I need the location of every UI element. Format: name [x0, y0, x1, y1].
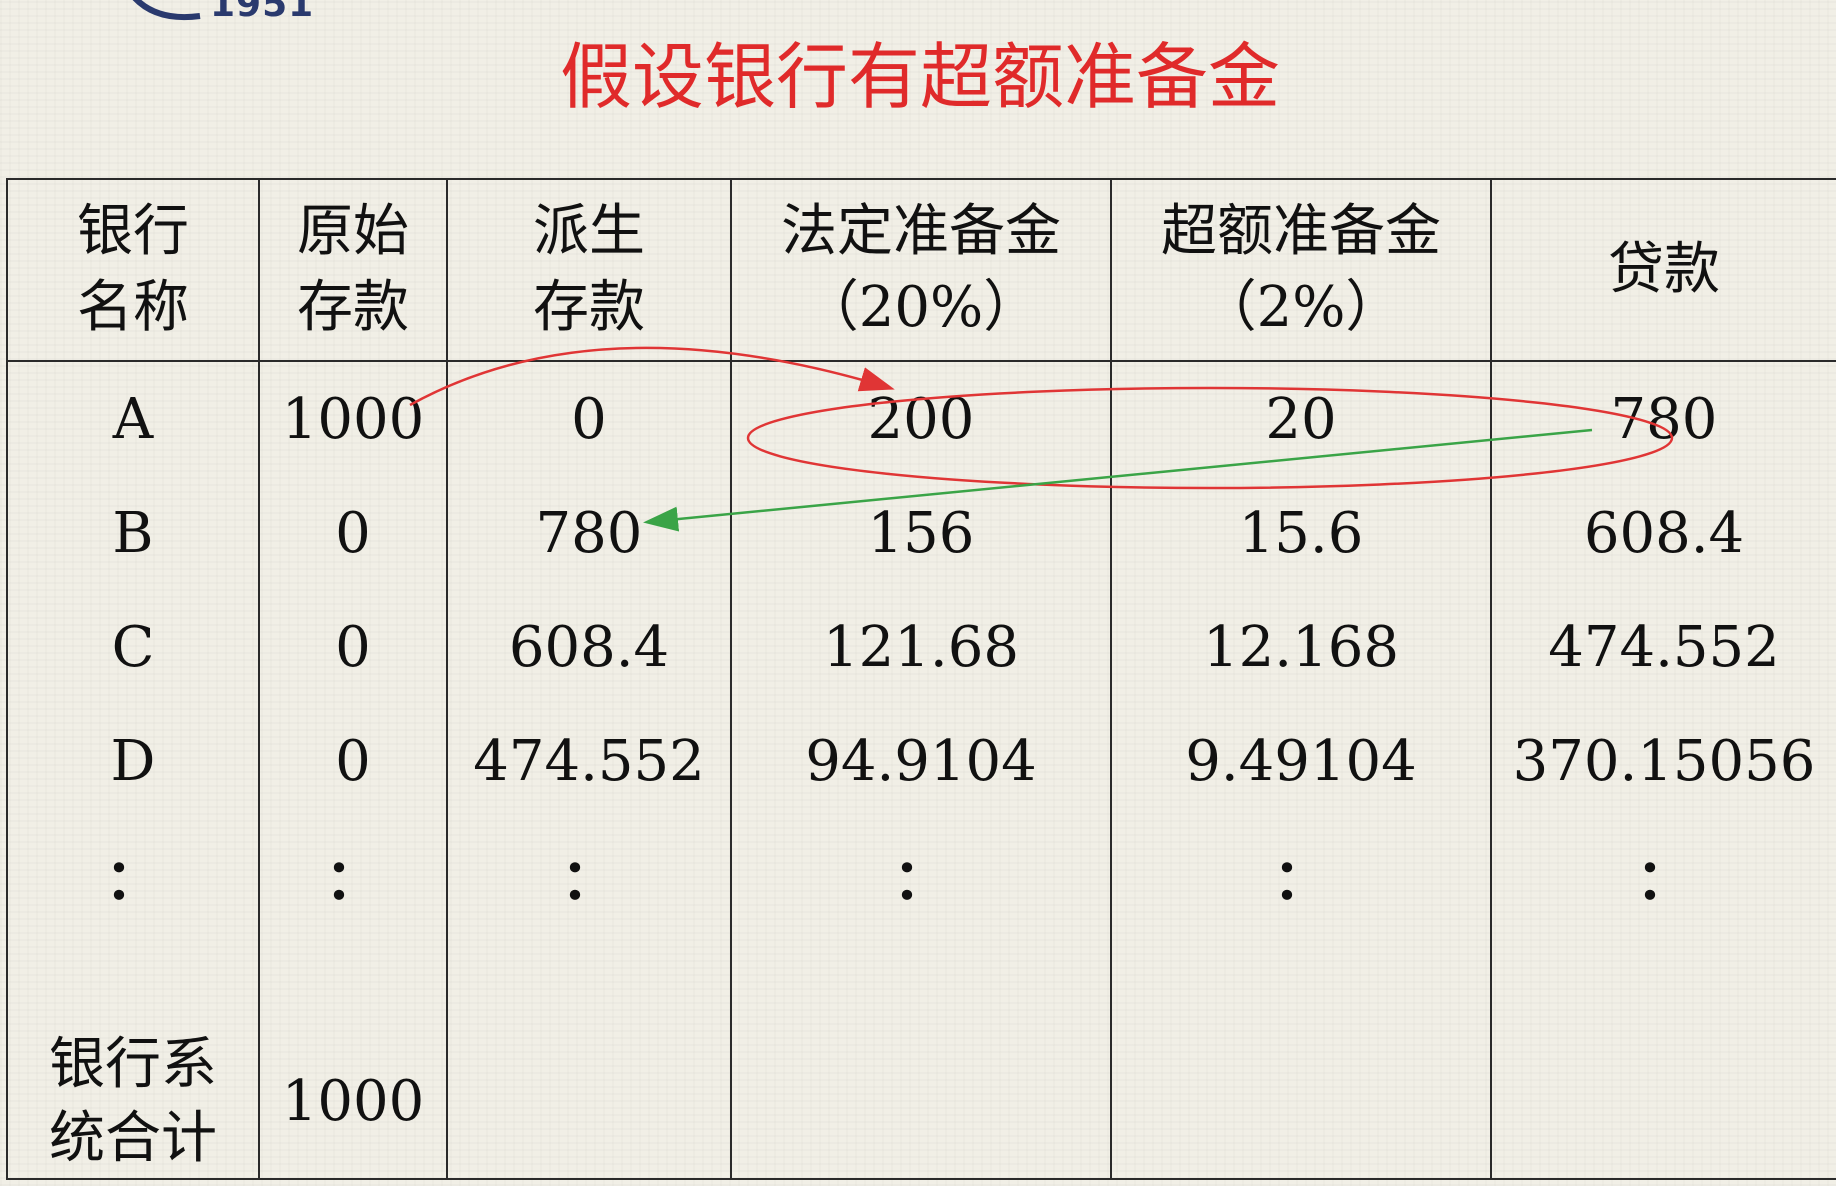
table-row-spacer	[6, 933, 1836, 1026]
cell-original-deposit: 0	[258, 704, 448, 819]
cell-original-deposit: 0	[258, 476, 448, 591]
cell-loans: 780	[1490, 361, 1836, 477]
table-row: A 1000 0 200 20 780	[6, 361, 1836, 477]
table-row-total: 银行系 统合计 1000	[6, 1025, 1836, 1181]
ellipsis-mark: ：	[446, 818, 732, 934]
table-row: C 0 608.4 121.68 12.168 474.552	[6, 590, 1836, 705]
total-original-deposit: 1000	[258, 1025, 448, 1181]
cell-required-reserve: 200	[730, 361, 1112, 477]
logo-year: 1951	[210, 0, 315, 25]
cell-loans: 370.15056	[1490, 704, 1836, 819]
ellipsis-mark: ：	[6, 818, 260, 934]
cell-bank: D	[6, 704, 260, 819]
cell-original-deposit: 0	[258, 590, 448, 705]
cell-bank: C	[6, 590, 260, 705]
cell-excess-reserve: 9.49104	[1110, 704, 1492, 819]
cell-required-reserve: 156	[730, 476, 1112, 591]
table-row-ellipsis: ： ： ： ： ： ：	[6, 818, 1836, 934]
cell-derived-deposit: 780	[446, 476, 732, 591]
total-label: 银行系 统合计	[6, 1025, 260, 1181]
header-derived-deposit: 派生 存款	[446, 178, 732, 362]
logo-emblem-icon	[132, 0, 201, 20]
logo: 1951	[110, 0, 330, 54]
cell-derived-deposit: 608.4	[446, 590, 732, 705]
cell-required-reserve: 121.68	[730, 590, 1112, 705]
table-row: B 0 780 156 15.6 608.4	[6, 476, 1836, 591]
cell-excess-reserve: 15.6	[1110, 476, 1492, 591]
total-loans	[1490, 1025, 1836, 1181]
cell-excess-reserve: 20	[1110, 361, 1492, 477]
cell-derived-deposit: 0	[446, 361, 732, 477]
table-row: D 0 474.552 94.9104 9.49104 370.15056	[6, 704, 1836, 819]
total-excess-reserve	[1110, 1025, 1492, 1181]
cell-loans: 608.4	[1490, 476, 1836, 591]
cell-bank: B	[6, 476, 260, 591]
cell-bank: A	[6, 361, 260, 477]
ellipsis-mark: ：	[1490, 818, 1836, 934]
header-required-reserve: 法定准备金 （20%）	[730, 178, 1112, 362]
ellipsis-mark: ：	[258, 818, 448, 934]
header-bank-name: 银行 名称	[6, 178, 260, 362]
header-original-deposit: 原始 存款	[258, 178, 448, 362]
ellipsis-mark: ：	[730, 818, 1112, 934]
table-header-row: 银行 名称 原始 存款 派生 存款 法定准备金 （20%） 超额准备金 （2%） 贷款	[6, 178, 1836, 362]
cell-original-deposit: 1000	[258, 361, 448, 477]
total-derived-deposit	[446, 1025, 732, 1181]
total-required-reserve	[730, 1025, 1112, 1181]
cell-derived-deposit: 474.552	[446, 704, 732, 819]
header-loans: 贷款	[1490, 178, 1836, 362]
cell-loans: 474.552	[1490, 590, 1836, 705]
header-excess-reserve: 超额准备金 （2%）	[1110, 178, 1492, 362]
page-title: 假设银行有超额准备金	[560, 35, 1281, 119]
bank-deposit-table: 银行 名称 原始 存款 派生 存款 法定准备金 （20%） 超额准备金 （2%） 贷款 A…	[6, 178, 1836, 1181]
cell-required-reserve: 94.9104	[730, 704, 1112, 819]
ellipsis-mark: ：	[1110, 818, 1492, 934]
cell-excess-reserve: 12.168	[1110, 590, 1492, 705]
